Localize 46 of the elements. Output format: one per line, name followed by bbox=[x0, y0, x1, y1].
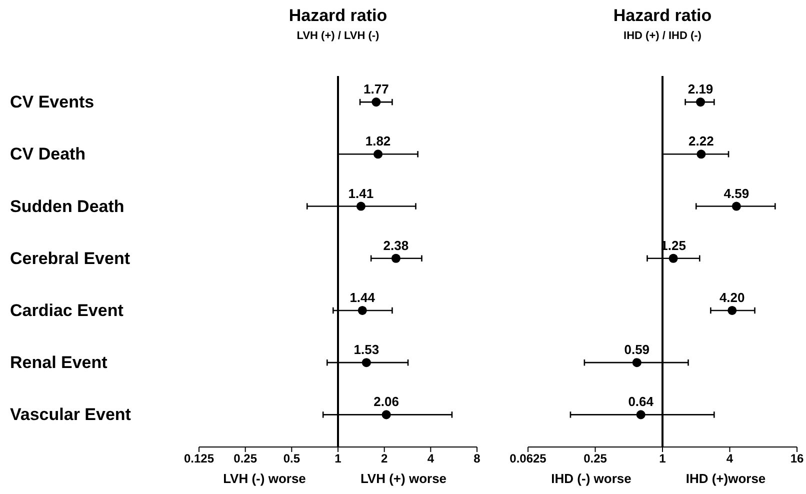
x-tick-label: 0.25 bbox=[234, 452, 258, 466]
chart-title: Hazard ratio bbox=[288, 6, 388, 26]
x-tick-label: 0.5 bbox=[283, 452, 300, 466]
y-tick-label: CV Death bbox=[10, 144, 86, 164]
x-tick-label: 2 bbox=[380, 452, 388, 466]
point bbox=[374, 150, 383, 159]
data-label: 1.77 bbox=[364, 82, 389, 97]
x-tick-label: 16 bbox=[790, 452, 804, 466]
text: IHD (+)worse bbox=[686, 471, 766, 486]
chart-subtitle: IHD (+) / IHD (-) bbox=[622, 30, 702, 42]
data-label: 2.38 bbox=[383, 238, 409, 253]
data-label: 2.19 bbox=[688, 82, 714, 97]
y-tick-label: Cardiac Event bbox=[10, 300, 124, 320]
data-label: 1.44 bbox=[350, 290, 376, 305]
data-label: 4.59 bbox=[724, 186, 750, 201]
chart-title: Hazard ratio bbox=[612, 6, 713, 26]
point bbox=[362, 358, 371, 368]
data-label: 2.22 bbox=[688, 134, 714, 149]
x-tick-label: 0.125 bbox=[184, 452, 214, 466]
y-tick-label: Cerebral Event bbox=[10, 248, 130, 268]
point bbox=[382, 410, 391, 420]
y-tick-label: Renal Event bbox=[10, 353, 108, 372]
data-label: 4.20 bbox=[719, 290, 745, 305]
x-tick-label: 0.0625 bbox=[510, 452, 547, 466]
data-label: 1.53 bbox=[354, 342, 380, 358]
x-tick-label: 4 bbox=[427, 452, 434, 466]
x-tick-label: 1 bbox=[659, 452, 666, 466]
data-label: 0.59 bbox=[624, 342, 650, 358]
text: IHD (-) worse bbox=[551, 471, 632, 486]
data-label: 0.64 bbox=[628, 394, 654, 410]
y-tick-label: CV Events bbox=[10, 92, 94, 112]
point bbox=[356, 202, 366, 211]
point bbox=[358, 306, 367, 315]
point bbox=[372, 98, 381, 107]
y-tick-label: Vascular Event bbox=[10, 405, 132, 424]
data-label: 2.06 bbox=[374, 394, 399, 410]
data-label: 1.82 bbox=[365, 134, 391, 149]
chart-subtitle: LVH (+) / LVH (-) bbox=[296, 30, 380, 42]
x-tick-label: 1 bbox=[334, 452, 342, 466]
y-tick-label: Sudden Death bbox=[10, 196, 124, 216]
data-label: 1.41 bbox=[348, 186, 374, 201]
text: LVH (-) worse bbox=[223, 471, 306, 486]
x-tick-label: 0.25 bbox=[584, 452, 608, 466]
text: LVH (+) worse bbox=[360, 471, 447, 486]
x-tick-label: 8 bbox=[474, 452, 481, 466]
x-tick-label: 4 bbox=[726, 452, 734, 466]
